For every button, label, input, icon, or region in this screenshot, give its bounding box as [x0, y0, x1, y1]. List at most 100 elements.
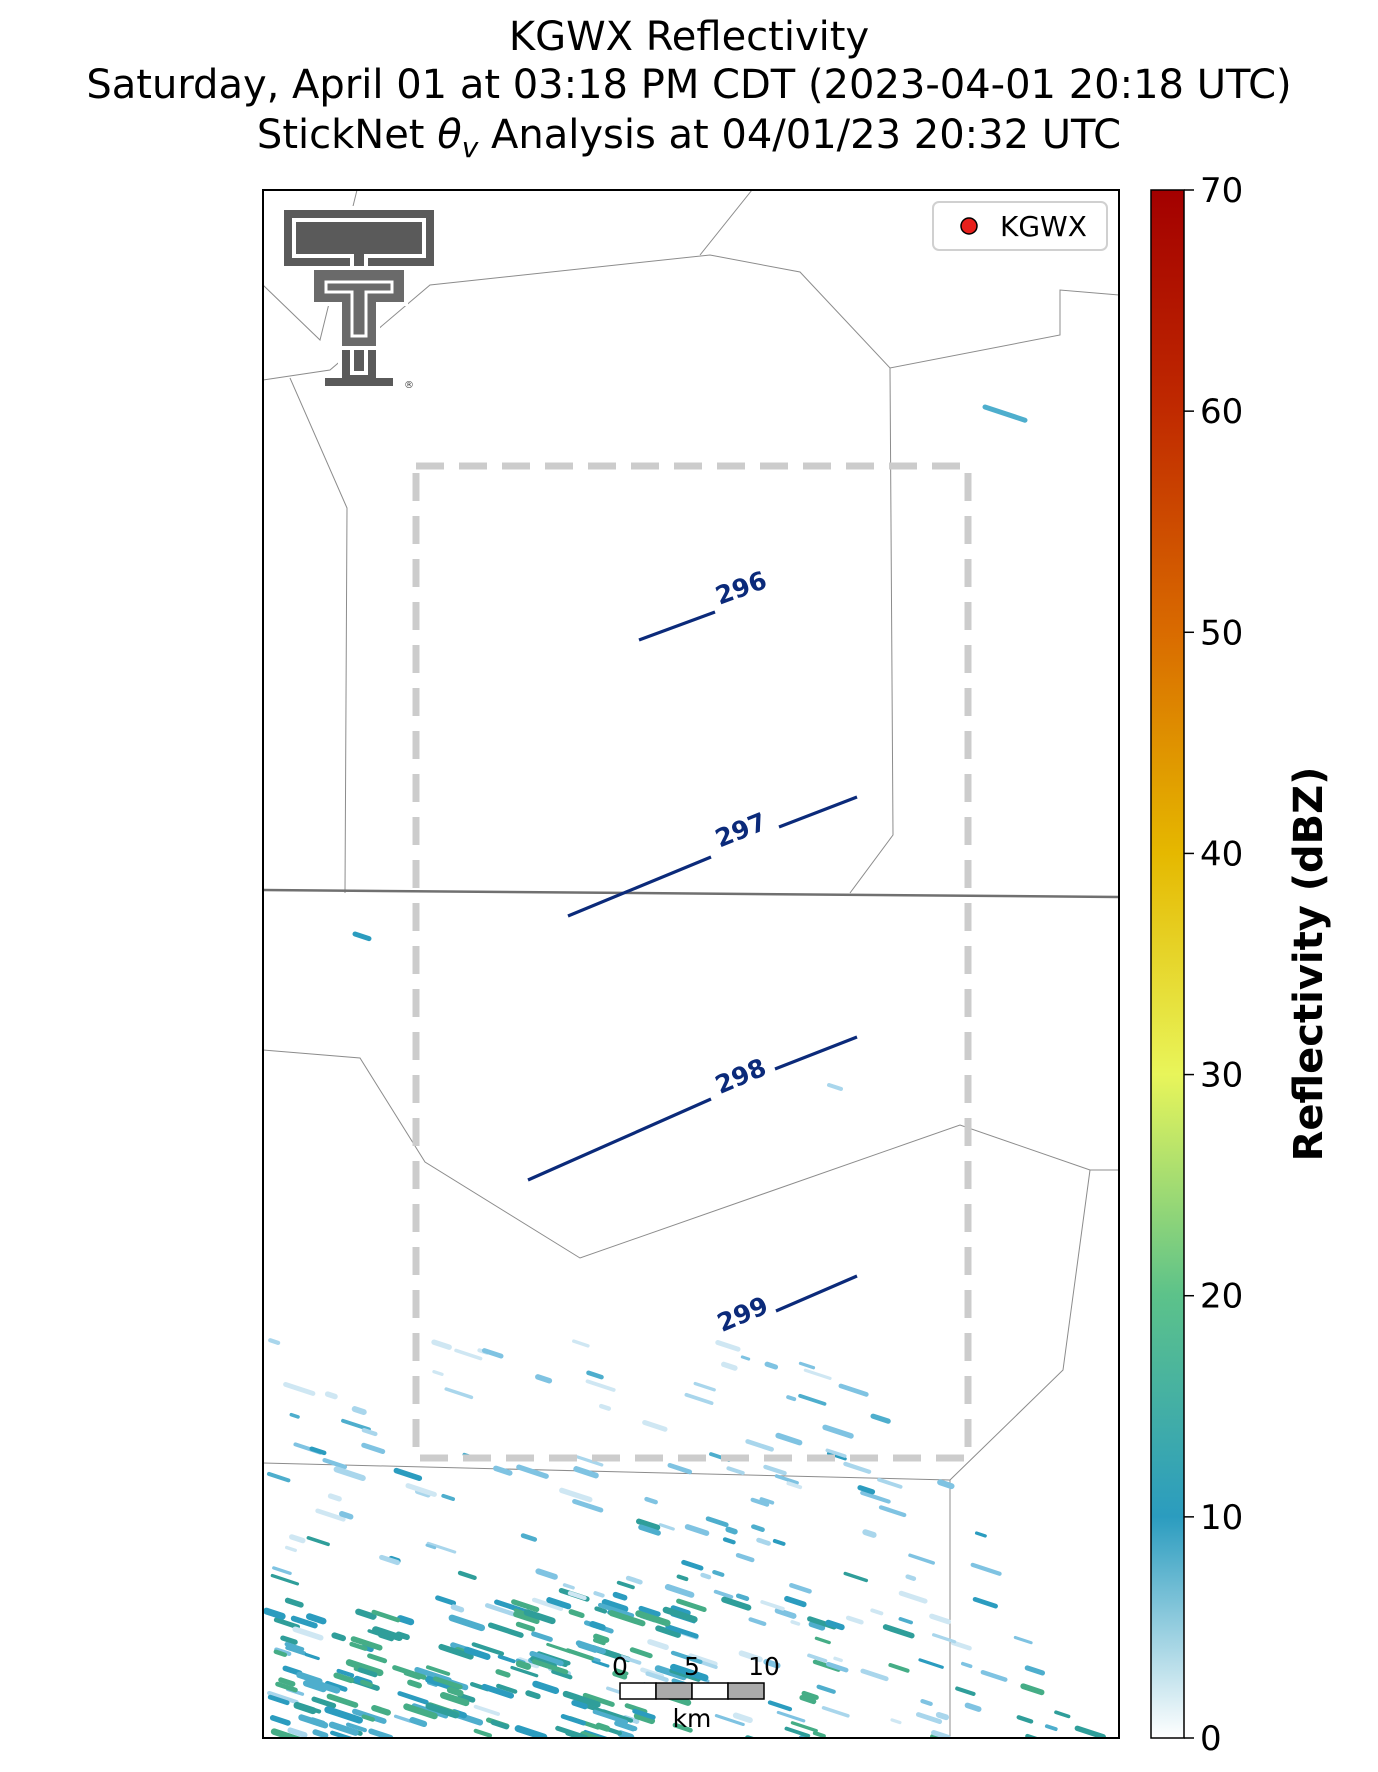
reflectivity-echo [591, 1659, 610, 1668]
reflectivity-echo [825, 1448, 847, 1458]
reflectivity-echo [282, 1665, 303, 1676]
reflectivity-echo [357, 1667, 378, 1678]
reflectivity-echo [722, 1537, 736, 1545]
scale-tick-10: 10 [748, 1652, 780, 1681]
reflectivity-echo [327, 1493, 342, 1502]
colorbar-tick-label: 10 [1200, 1498, 1243, 1538]
reflectivity-echo [614, 1668, 629, 1676]
contour-line-296 [638, 610, 716, 642]
reflectivity-echo [801, 1690, 819, 1700]
reflectivity-echo [772, 1538, 786, 1546]
reflectivity-echo [670, 1650, 703, 1665]
reflectivity-echo [396, 1615, 415, 1626]
contour-line-298 [527, 1097, 712, 1182]
colorbar-tick-label: 70 [1200, 171, 1243, 211]
reflectivity-echo [446, 1686, 464, 1697]
reflectivity-echo [575, 1455, 604, 1467]
reflectivity-echo [670, 1663, 709, 1682]
reflectivity-echo [750, 1497, 770, 1507]
reflectivity-echo [726, 1466, 745, 1476]
reflectivity-echo [760, 1600, 785, 1611]
reflectivity-echo [644, 1496, 658, 1505]
reflectivity-echo [284, 1597, 304, 1608]
theta-symbol: θ [437, 112, 462, 158]
reflectivity-echo [803, 1368, 832, 1380]
reflectivity-echo [1074, 1725, 1106, 1738]
reflectivity-echo [670, 1605, 691, 1616]
reflectivity-echo [845, 1615, 864, 1625]
reflectivity-echo [712, 1569, 725, 1577]
colorbar-label: Reflectivity (dBZ) [1286, 767, 1332, 1162]
reflectivity-echo [857, 1485, 876, 1495]
reflectivity-echo [862, 1529, 877, 1538]
reflectivity-echo [487, 1622, 524, 1638]
reflectivity-echo [289, 1534, 306, 1544]
reflectivity-echo [567, 1591, 587, 1601]
reflectivity-echo [1024, 1665, 1046, 1676]
reflectivity-echo [789, 1583, 812, 1594]
reflectivity-echo [688, 1653, 718, 1667]
reflectivity-echo [882, 1624, 915, 1639]
reflectivity-echo [345, 1722, 367, 1733]
state-line [263, 888, 1119, 899]
reflectivity-echo [776, 1710, 806, 1723]
reflectivity-echo [676, 1574, 689, 1582]
reflectivity-echo [562, 1690, 601, 1708]
reflectivity-echo [485, 1603, 517, 1617]
reflectivity-echo [914, 1737, 919, 1738]
reflectivity-echo [438, 1643, 474, 1660]
reflectivity-echo [529, 1650, 564, 1667]
reflectivity-echo [877, 1477, 903, 1489]
reflectivity-echo [432, 1370, 444, 1376]
colorbar-tick-label: 20 [1200, 1277, 1243, 1317]
reflectivity-echo [411, 1703, 449, 1719]
reflectivity-echo [306, 1613, 327, 1625]
reflectivity-echo [330, 1730, 354, 1738]
reflectivity-echo [642, 1420, 668, 1432]
reflectivity-echo [594, 1606, 608, 1614]
reflectivity-echo [826, 1661, 849, 1673]
reflectivity-echo [371, 1705, 391, 1716]
reflectivity-echo [531, 1631, 553, 1642]
title-suffix: Analysis at 04/01/23 20:32 UTC [478, 112, 1122, 158]
reflectivity-echo [612, 1591, 628, 1601]
reflectivity-echo [784, 1726, 811, 1738]
reflectivity-echo [980, 1669, 1008, 1682]
analysis-domain-box [412, 462, 972, 1462]
reflectivity-echo [267, 1690, 299, 1705]
reflectivity-echo [775, 1432, 803, 1446]
reflectivity-echo [601, 1599, 629, 1613]
reflectivity-echo [633, 1712, 656, 1725]
logo-registered-mark: ® [404, 380, 414, 391]
reflectivity-echo [371, 1609, 401, 1623]
reflectivity-echo [425, 1702, 460, 1719]
map-frame [262, 189, 1120, 1739]
reflectivity-echo [306, 1536, 330, 1547]
reflectivity-echo [593, 1633, 610, 1643]
reflectivity-echo [636, 1518, 661, 1531]
logo-lower-t [310, 266, 408, 350]
reflectivity-echo [625, 1575, 643, 1585]
reflectivity-echo [972, 1596, 998, 1609]
reflectivity-echo [546, 1597, 572, 1610]
reflectivity-echo [523, 1609, 556, 1625]
map-background [263, 190, 1119, 1738]
reflectivity-echo [324, 1706, 363, 1724]
reflectivity-echo [684, 1392, 714, 1405]
reflectivity-echo [531, 1659, 569, 1675]
reflectivity-echo [431, 1339, 452, 1350]
reflectivity-echo [535, 1374, 553, 1384]
reflectivity-echo [647, 1639, 669, 1650]
reflectivity-echo [559, 1487, 593, 1503]
reflectivity-echo [497, 1654, 516, 1664]
reflectivity-echo [289, 1412, 300, 1419]
reflectivity-echo [918, 1658, 944, 1669]
reflectivity-echo [285, 1645, 307, 1656]
reflectivity-echo [827, 1083, 843, 1091]
reflectivity-echo [361, 1442, 386, 1455]
reflectivity-echo [616, 1580, 635, 1590]
reflectivity-echo [457, 1570, 477, 1580]
reflectivity-echo [352, 931, 372, 942]
reflectivity-echo [302, 1680, 327, 1693]
